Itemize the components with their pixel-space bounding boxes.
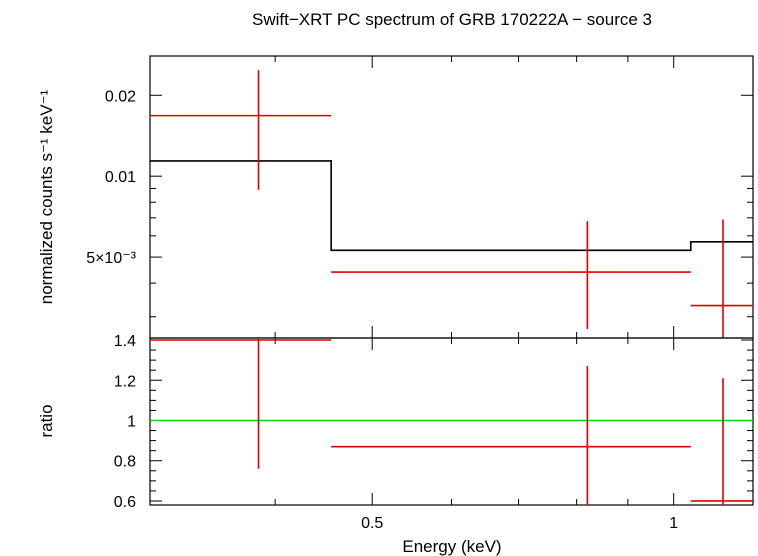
y-tick-label: 0.8 xyxy=(114,454,136,471)
data-point xyxy=(150,338,332,469)
y-tick-label: 0.6 xyxy=(114,494,136,511)
chart-title: Swift−XRT PC spectrum of GRB 170222A − s… xyxy=(252,10,652,29)
data-point xyxy=(331,221,691,330)
y-tick-label: 5×10⁻³ xyxy=(86,250,136,267)
data-point xyxy=(690,219,753,338)
ratio-plot-frame xyxy=(149,337,754,506)
y-tick-label: 0.02 xyxy=(105,88,136,105)
data-point xyxy=(690,378,753,505)
spectrum-panel: normalized counts s⁻¹ keV⁻¹ 0.02 0.01 5×10… xyxy=(37,55,754,339)
y-tick-label: 1.2 xyxy=(114,373,136,390)
ratio-y-axis-label: ratio xyxy=(37,404,56,437)
model-step-line xyxy=(150,160,753,252)
y-tick-label: 1 xyxy=(127,413,136,430)
x-axis-label: Energy (keV) xyxy=(402,537,501,556)
spectrum-plot-frame xyxy=(149,55,754,339)
y-tick-label: 0.01 xyxy=(105,169,136,186)
x-tick-label: 0.5 xyxy=(361,515,383,532)
x-tick-label: 1 xyxy=(669,515,678,532)
data-point xyxy=(331,366,691,505)
data-point xyxy=(150,70,332,190)
spectrum-y-axis-label: normalized counts s⁻¹ keV⁻¹ xyxy=(37,89,56,304)
ratio-panel: ratio 1.4 1.2 1 0.8 0.6 xyxy=(37,333,754,511)
y-tick-label: 1.4 xyxy=(114,333,136,350)
